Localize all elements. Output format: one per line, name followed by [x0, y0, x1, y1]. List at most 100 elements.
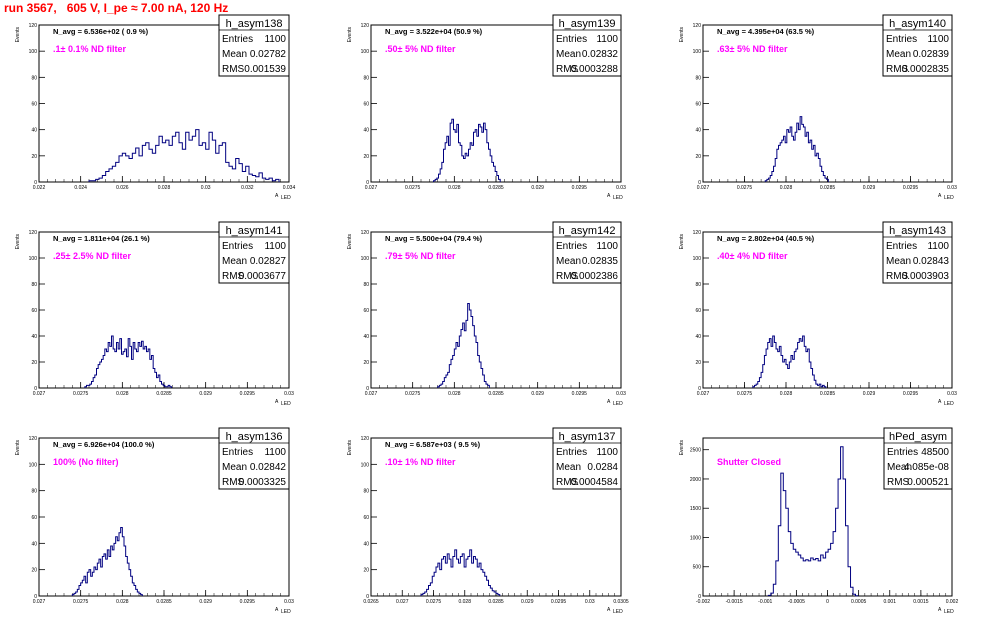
histogram-series [767, 446, 859, 597]
y-tick-label: 20 [31, 360, 37, 366]
y-tick-label: 20 [31, 568, 37, 574]
x-tick-label: 0.0295 [903, 391, 919, 397]
y-tick-label: 20 [695, 360, 701, 366]
x-tick-label: 0.03 [947, 185, 957, 191]
stats-box: h_asym137 Entries 1100 Mean 0.0284 RMS0.00045… [552, 427, 622, 490]
stats-label-mean: Mean [887, 462, 912, 473]
x-tick-label: -0.001 [758, 599, 772, 605]
histogram-panel-hPed_asym: -0.002 -0.0015 -0.001 -0.0005 0 0.0005 0.001 0.… [679, 427, 958, 615]
stats-value-entries: 1100 [596, 34, 618, 45]
stats-label-entries: Entries [886, 241, 917, 252]
stats-box: h_asym139 Entries 1100 Mean 0.02832RMS0.0003… [552, 14, 622, 77]
stats-box-frame [552, 427, 622, 490]
histogram-series [88, 129, 280, 182]
x-axis-label: A [607, 399, 611, 405]
y-tick-label: 500 [693, 565, 702, 571]
x-tick-label: 0.03 [284, 599, 294, 605]
x-tick-label: 0.027 [33, 599, 46, 605]
y-tick-label: 0 [34, 594, 37, 600]
y-tick-label: 2000 [690, 477, 701, 483]
y-axis-label: Events [347, 234, 353, 250]
filter-annotation: .1± 0.1% ND filter [53, 44, 126, 54]
y-tick-label: 1000 [690, 535, 701, 541]
y-tick-label: 20 [695, 154, 701, 160]
x-tick-label: 0.0005 [851, 599, 867, 605]
x-tick-label: 0.027 [365, 185, 378, 191]
x-axis-label: A [275, 193, 279, 199]
x-tick-label: 0.0285 [156, 391, 172, 397]
y-axis-label: Events [679, 234, 685, 250]
histogram-series [71, 527, 143, 596]
stats-box: h_asym141 Entries 1100 Mean 0.02827 RMS0.0003… [218, 221, 290, 284]
y-axis-label: Events [15, 27, 21, 43]
x-tick-label: 0.029 [531, 391, 544, 397]
x-axis-label: A [607, 607, 611, 613]
stats-label-rms: RMS [556, 64, 579, 75]
y-tick-label: 60 [31, 515, 37, 521]
x-tick-label: 0.027 [697, 391, 710, 397]
y-tick-label: 80 [31, 489, 37, 495]
x-tick-label: 0.028 [116, 391, 129, 397]
stats-value-entries: 1100 [596, 447, 618, 458]
stats-label-entries: Entries [222, 447, 253, 458]
x-tick-label: 0.0305 [613, 599, 629, 605]
x-tick-label: 0.0285 [820, 185, 836, 191]
histogram-series [433, 118, 501, 182]
x-tick-label: 0.0285 [820, 391, 836, 397]
y-tick-label: 100 [361, 256, 370, 262]
x-tick-label: 0.0275 [405, 185, 421, 191]
x-tick-label: 0.029 [863, 391, 876, 397]
x-tick-label: -0.002 [696, 599, 710, 605]
histogram-panel-h_asym139: 0.027 0.0275 0.028 0.0285 0.029 0.0295 0.03 0 20… [347, 14, 626, 201]
y-tick-label: 0 [34, 180, 37, 186]
stats-value-entries: 48500 [921, 447, 949, 458]
histogram-name: h_asym139 [559, 18, 616, 30]
stats-box-frame [218, 221, 290, 284]
x-axis-label: A [938, 607, 942, 613]
stats-value-rms: 0.0004584 [571, 477, 619, 488]
stats-value-entries: 1100 [264, 447, 286, 458]
y-tick-label: 40 [31, 334, 37, 340]
x-tick-label: 0.027 [33, 391, 46, 397]
x-tick-label: 0.03 [201, 185, 211, 191]
histogram-series [437, 303, 490, 388]
x-tick-label: 0.03 [284, 391, 294, 397]
stats-value-mean: 0.02842 [250, 462, 287, 473]
x-tick-label: 0.0275 [737, 185, 753, 191]
stats-box: h_asym142 Entries 1100 Mean 0.02835RMS0.0002… [552, 221, 622, 284]
filter-annotation: 100% (No filter) [53, 457, 119, 467]
x-tick-label: 0.0285 [488, 185, 504, 191]
x-tick-label: 0.0295 [240, 599, 256, 605]
x-tick-label: 0.024 [74, 185, 87, 191]
y-tick-label: 100 [361, 49, 370, 55]
y-tick-label: 60 [363, 308, 369, 314]
x-axis-label: A [607, 193, 611, 199]
x-tick-label: 0.0295 [572, 185, 588, 191]
y-tick-label: 20 [31, 154, 37, 160]
stats-label-mean: Mean [556, 256, 581, 267]
stats-label-mean: Mean [222, 462, 247, 473]
x-axis-label-subscript: LED [944, 609, 954, 615]
y-tick-label: 40 [31, 128, 37, 134]
x-tick-label: 0.0295 [903, 185, 919, 191]
stats-label-mean: Mean [556, 49, 581, 60]
y-tick-label: 80 [695, 282, 701, 288]
stats-label-entries: Entries [556, 447, 587, 458]
x-axis-label-subscript: LED [613, 195, 623, 201]
stats-box: h_asym136 Entries 1100 Mean 0.02842 RMS0.0003… [218, 427, 290, 490]
x-tick-label: 0.0275 [737, 391, 753, 397]
filter-annotation: .40± 4% ND filter [717, 251, 788, 261]
y-tick-label: 0 [366, 180, 369, 186]
y-tick-label: 40 [363, 128, 369, 134]
y-tick-label: 60 [363, 102, 369, 108]
x-axis-label: A [275, 399, 279, 405]
y-tick-label: 120 [29, 230, 38, 236]
stats-label-mean: Mean [886, 256, 911, 267]
x-tick-label: 0.032 [241, 185, 254, 191]
x-tick-label: 0.001 [883, 599, 896, 605]
y-tick-label: 1500 [690, 506, 701, 512]
x-tick-label: 0.0275 [426, 599, 442, 605]
stats-label-rms: RMS [222, 477, 245, 488]
x-tick-label: 0.028 [448, 185, 461, 191]
x-tick-label: 0.03 [947, 391, 957, 397]
